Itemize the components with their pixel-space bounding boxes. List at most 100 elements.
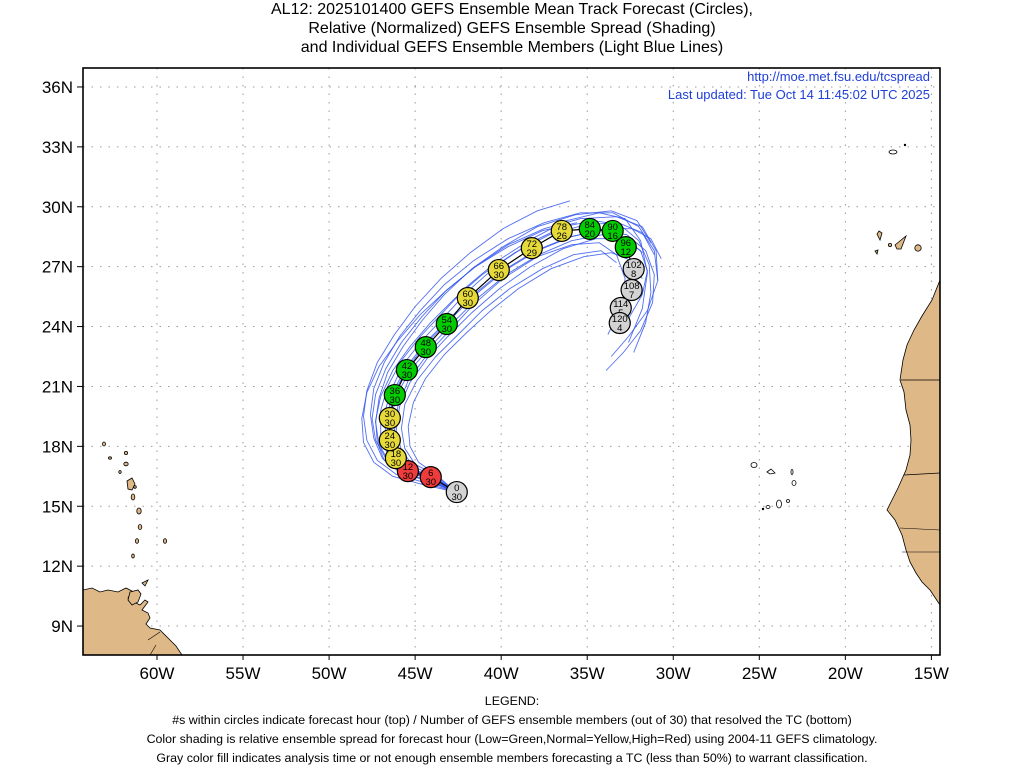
member-count-label: 30 [463,298,474,309]
member-count-label: 8 [631,269,636,280]
y-tick-label: 30N [42,198,73,217]
y-tick-label: 12N [42,557,73,576]
y-tick-label: 15N [42,497,73,516]
forecast-circle [435,312,458,336]
x-tick-label: 25W [742,664,777,683]
x-tick-label: 20W [828,664,863,683]
plot-background [83,68,940,655]
forecast-point-6: 630 [419,466,442,489]
forecast-circle [414,336,437,359]
forecast-circle [487,258,510,282]
x-tick-label: 30W [656,664,691,683]
land-layer [83,143,940,655]
x-tick-label: 40W [484,664,519,683]
legend: LEGEND: #s within circles indicate forec… [0,692,1024,768]
forecast-hour-label: 54 [442,315,453,326]
land-lesser-antilles [102,441,167,587]
forecast-circle [378,406,401,430]
member-count-label: 30 [493,270,504,281]
forecast-circle [614,235,637,259]
land-africa [886,279,940,606]
border-venezuela-brazil [149,644,157,655]
legend-line-1: #s within circles indicate forecast hour… [172,713,852,727]
forecast-hour-label: 18 [391,449,402,460]
forecast-circle [378,429,401,452]
member-count-label: 30 [426,477,437,488]
forecast-circle [620,278,643,302]
land-trinidad [127,589,142,606]
x-tick-label: 15W [914,664,949,683]
member-count-label: 4 [617,323,622,334]
title-line-2: Relative (Normalized) GEFS Ensemble Spre… [308,20,716,37]
chart-title: AL12: 2025101400 GEFS Ensemble Mean Trac… [0,0,1024,57]
member-count-label: 30 [385,440,396,451]
land-madeira [888,143,907,155]
forecast-circle [395,358,418,382]
credit-url[interactable]: http://moe.met.fsu.edu/tcspread [747,69,930,84]
x-tick-label: 60W [140,664,175,683]
y-tick-label: 24N [42,318,73,337]
y-tick-label: 27N [42,258,73,277]
forecast-circle [578,217,601,241]
member-count-label: 7 [629,290,634,301]
ensemble-member-track [400,250,617,493]
ensemble-member-track [369,212,659,493]
member-count-label: 30 [391,458,402,469]
title-line-3: and Individual GEFS Ensemble Members (Li… [300,39,724,56]
forecast-circle [608,311,631,335]
forecast-hour-label: 78 [556,222,567,233]
land-canary-islands [874,230,922,255]
plot-frame [82,67,941,656]
member-count-label: 12 [620,247,631,258]
x-tick-label: 35W [570,664,605,683]
last-updated: Last updated: Tue Oct 14 11:45:02 UTC 20… [668,87,930,102]
member-count-label: 30 [390,395,401,406]
forecast-circle [456,286,479,310]
forecast-hour-label: 102 [626,260,642,271]
axes: 60W 55W 50W 45W 40W 35W 30W 25W 20W 15W 36N 33N 30N 2… [42,78,949,683]
forecast-hour-label: 108 [624,281,640,292]
forecast-circle [550,219,573,243]
member-count-label: 30 [403,471,414,482]
border-venezuela-guyana [147,631,161,641]
border-wsahara-mauritania [903,472,940,476]
forecast-hour-label: 6 [428,468,433,479]
ensemble-member-track [363,200,571,493]
x-tick-label: 55W [226,664,261,683]
forecast-hour-label: 60 [463,289,474,300]
forecast-hour-label: 120 [612,314,628,325]
forecast-hour-label: 72 [527,239,538,250]
border-senegal-gambia [899,527,940,531]
member-count-label: 16 [607,231,618,242]
member-count-label: 30 [442,324,453,335]
mean-track-circles: 0306301230183024303030363042304830543060… [378,217,645,504]
ensemble-member-track [361,222,578,493]
x-tick-label: 45W [398,664,433,683]
forecast-circle [520,236,543,260]
land-cape-verde [750,462,797,511]
title-line-1: AL12: 2025101400 GEFS Ensemble Mean Trac… [271,1,753,18]
forecast-circle [383,383,406,407]
forecast-point-0: 030 [445,480,468,504]
forecast-hour-label: 0 [454,483,459,494]
land-south-america [83,587,183,655]
forecast-hour-label: 96 [620,238,631,249]
member-count-label: 26 [556,231,567,242]
x-tick-label: 50W [312,664,347,683]
y-tick-label: 33N [42,138,73,157]
member-count-label: 30 [451,492,462,503]
